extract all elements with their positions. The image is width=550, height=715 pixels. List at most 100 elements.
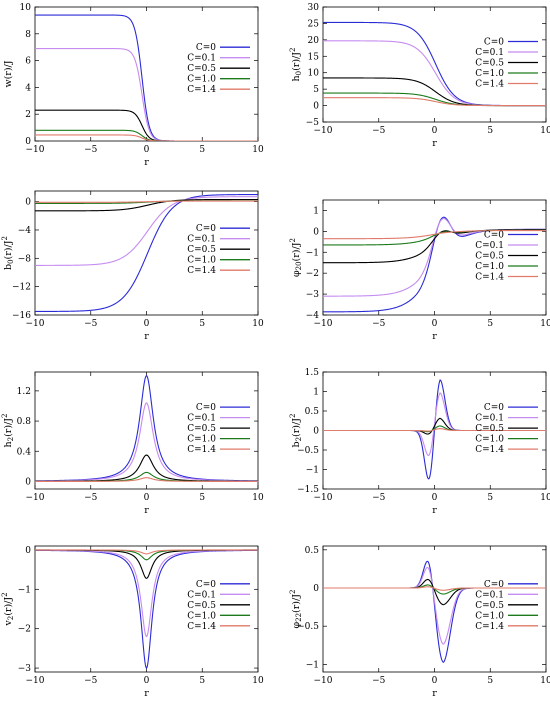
legend-label: C=0.5 xyxy=(475,424,504,434)
y-tick-label: −5 xyxy=(306,118,320,128)
x-axis-label: r xyxy=(432,688,437,699)
legend-label: C=0 xyxy=(196,580,216,590)
y-tick-label: −2 xyxy=(306,269,319,279)
x-tick-label: −10 xyxy=(26,493,45,503)
x-axis-label: r xyxy=(144,157,149,168)
legend-label: C=0.1 xyxy=(187,235,216,245)
legend-label: C=1.0 xyxy=(475,69,504,79)
x-tick-label: −5 xyxy=(84,145,98,155)
y-tick-label: −1.5 xyxy=(297,485,319,495)
x-tick-label: −5 xyxy=(372,493,386,503)
y-tick-label: 10 xyxy=(20,3,32,13)
x-tick-label: −10 xyxy=(314,676,333,686)
y-axis-label: b0(r)/J2 xyxy=(1,236,15,270)
y-tick-label: −4 xyxy=(306,311,320,321)
y-tick-label: 0.5 xyxy=(305,546,320,556)
y-tick-label: 0 xyxy=(25,137,31,147)
x-tick-label: 10 xyxy=(540,319,550,329)
legend-label: C=0.5 xyxy=(475,59,504,69)
chart-v2: −10 −5 0 5 10−3−2−10rv2(r)/J2C=0C=0.1C=0.5C=… xyxy=(1,545,264,699)
y-tick-label: −3 xyxy=(18,664,32,674)
x-tick-label: 5 xyxy=(199,145,205,155)
y-tick-label: 0 xyxy=(313,584,319,594)
series-line-C-0 xyxy=(35,14,258,141)
series-line-C-0_1 xyxy=(323,392,546,457)
legend-label: C=1.0 xyxy=(187,256,216,266)
x-tick-label: 0 xyxy=(144,493,150,503)
y-tick-label: 0 xyxy=(25,477,31,487)
y-tick-label: 1 xyxy=(313,206,319,216)
y-axis-label: w(r)/J xyxy=(3,60,14,87)
y-tick-label: −0.5 xyxy=(297,446,319,456)
plot-frame xyxy=(34,545,259,673)
y-tick-label: −1 xyxy=(18,585,31,595)
series-line-C-0 xyxy=(323,560,546,664)
legend-label: C=0.5 xyxy=(475,252,504,262)
legend-label: C=0.5 xyxy=(187,64,216,74)
y-tick-label: −4 xyxy=(18,226,32,236)
series-line-C-1_0 xyxy=(323,584,546,595)
legend-label: C=0.5 xyxy=(187,245,216,255)
y-tick-label: 1.2 xyxy=(17,387,31,397)
legend-label: C=0.5 xyxy=(187,601,216,611)
x-tick-label: 5 xyxy=(199,319,205,329)
series-line-C-0_1 xyxy=(35,196,258,266)
y-tick-label: −12 xyxy=(12,283,31,293)
y-tick-label: 1 xyxy=(313,388,319,398)
y-tick-label: 10 xyxy=(308,69,320,79)
legend-label: C=1.0 xyxy=(475,435,504,445)
legend-label: C=1.0 xyxy=(187,435,216,445)
series-line-C-0 xyxy=(323,216,546,313)
plot-frame xyxy=(322,6,547,123)
x-tick-label: −5 xyxy=(84,493,98,503)
y-axis-label: φ22(r)/J2 xyxy=(289,589,303,628)
series-line-C-1_0 xyxy=(323,92,546,107)
legend-label: C=1.0 xyxy=(475,611,504,621)
y-tick-label: −0.5 xyxy=(297,622,319,632)
legend-label: C=0.1 xyxy=(187,54,216,64)
y-tick-label: 20 xyxy=(308,36,320,46)
x-tick-label: 5 xyxy=(487,319,493,329)
x-tick-label: 10 xyxy=(252,319,264,329)
x-axis-label: r xyxy=(432,505,437,516)
series-line-C-1_4 xyxy=(35,477,258,482)
y-axis-label: h0(r)/J2 xyxy=(289,47,303,81)
x-tick-label: 0 xyxy=(144,145,150,155)
x-tick-label: 0 xyxy=(144,676,150,686)
x-tick-label: −10 xyxy=(314,493,333,503)
y-tick-label: 4 xyxy=(25,83,31,93)
y-tick-label: 8 xyxy=(25,30,31,40)
x-axis-label: r xyxy=(144,505,149,516)
y-tick-label: −3 xyxy=(306,290,320,300)
x-tick-label: 5 xyxy=(199,676,205,686)
chart-phi22: −10 −5 0 5 10 −1 −0.5 0 0.5 r φ22(r)/J2 C=0C=0.1C=0… xyxy=(289,545,550,699)
y-tick-label: 0.4 xyxy=(17,447,32,457)
legend-label: C=0.1 xyxy=(187,590,216,600)
y-tick-label: 0.8 xyxy=(17,417,32,427)
chart-h0: −10 −5 0 5 10−5051015202530rh0(r)/J2C=0C=0.1… xyxy=(289,3,550,149)
x-tick-label: 0 xyxy=(432,126,438,136)
legend-label: C=1.4 xyxy=(475,622,504,632)
x-tick-label: 10 xyxy=(540,126,550,136)
series-line-C-1_4 xyxy=(323,229,546,240)
legend-label: C=0.1 xyxy=(475,48,504,58)
series-line-C-1_4 xyxy=(323,586,546,591)
series-line-C-1_4 xyxy=(323,428,546,432)
y-tick-label: 6 xyxy=(25,57,31,67)
x-tick-label: 0 xyxy=(432,676,438,686)
y-tick-label: −1 xyxy=(306,660,319,670)
x-tick-label: 10 xyxy=(252,145,264,155)
legend-label: C=0.1 xyxy=(475,241,504,251)
x-tick-label: 10 xyxy=(540,493,550,503)
legend-label: C=1.0 xyxy=(187,75,216,85)
y-tick-label: 30 xyxy=(308,3,320,13)
y-tick-label: −1 xyxy=(306,466,319,476)
y-tick-label: 15 xyxy=(308,52,320,62)
plot-frame xyxy=(34,371,259,490)
x-tick-label: −10 xyxy=(26,319,45,329)
series-line-C-0_5 xyxy=(323,229,546,264)
series-line-C-1_4 xyxy=(35,134,258,141)
